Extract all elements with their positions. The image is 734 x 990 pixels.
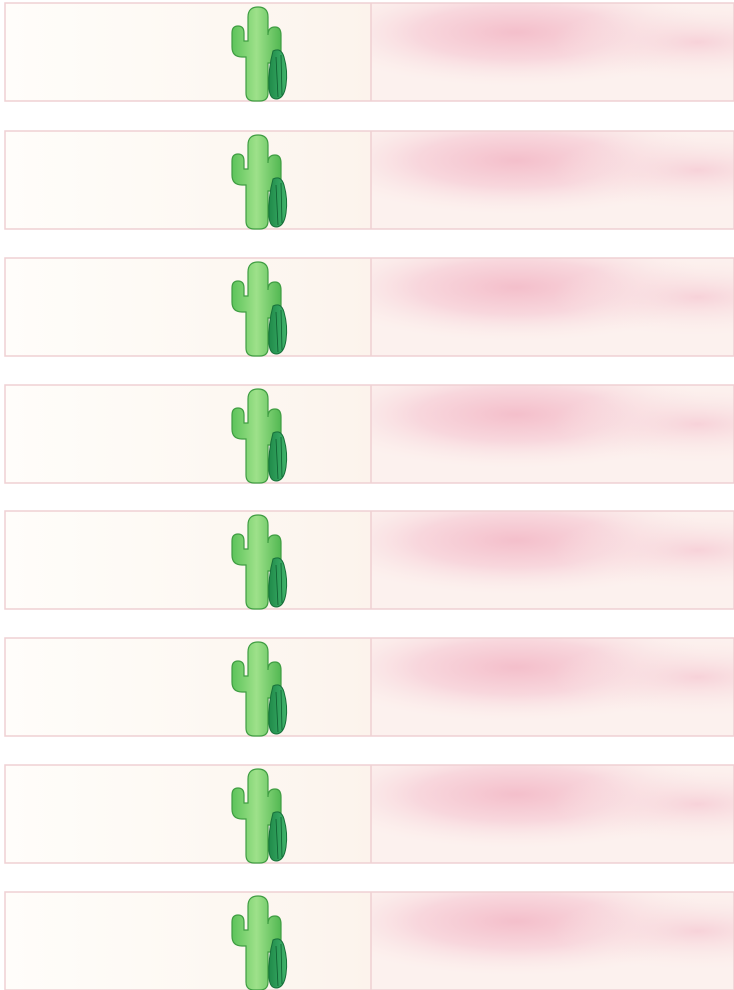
label-strips bbox=[5, 3, 734, 990]
watercolor-wash bbox=[371, 765, 734, 863]
label-strip bbox=[5, 511, 734, 609]
watercolor-wash bbox=[371, 511, 734, 609]
watercolor-wash bbox=[371, 131, 734, 229]
watercolor-wash bbox=[371, 258, 734, 356]
label-left bbox=[5, 3, 371, 101]
label-strip bbox=[5, 3, 734, 101]
watercolor-wash bbox=[371, 3, 734, 101]
label-strip bbox=[5, 638, 734, 736]
label-strip bbox=[5, 131, 734, 229]
label-strip bbox=[5, 385, 734, 483]
label-left bbox=[5, 385, 371, 483]
label-left bbox=[5, 258, 371, 356]
watercolor-wash bbox=[371, 638, 734, 736]
label-left bbox=[5, 892, 371, 990]
label-left bbox=[5, 765, 371, 863]
label-left bbox=[5, 638, 371, 736]
watercolor-wash bbox=[371, 892, 734, 990]
label-left bbox=[5, 131, 371, 229]
watercolor-wash bbox=[371, 385, 734, 483]
label-strip bbox=[5, 258, 734, 356]
label-strip bbox=[5, 765, 734, 863]
label-strip bbox=[5, 892, 734, 990]
label-sheet bbox=[0, 0, 734, 990]
label-left bbox=[5, 511, 371, 609]
